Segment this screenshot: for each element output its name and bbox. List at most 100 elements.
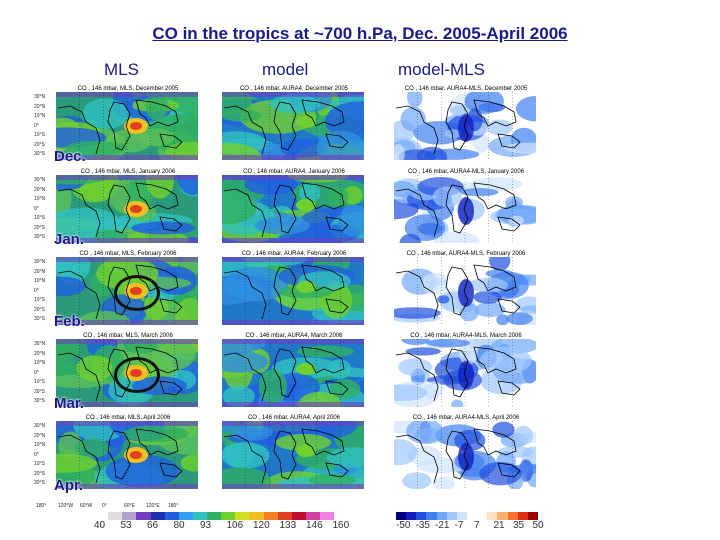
- colorbar-tick-label: 146: [306, 520, 323, 531]
- page-title: CO in the tropics at ~700 h.Pa, Dec. 200…: [152, 24, 568, 43]
- colorbar-tick-label: -50: [396, 520, 411, 531]
- latitude-label: 20°N: [34, 350, 46, 357]
- map-panel: [56, 421, 198, 489]
- colorbar-swatch: [164, 512, 179, 520]
- column-header-mls: MLS: [104, 60, 139, 79]
- latitude-label: 20°S: [34, 388, 45, 395]
- latitude-label: 10°S: [34, 215, 45, 221]
- latitude-label: 10°N: [34, 196, 46, 202]
- map-caption: CO , 146 mbar, MLS, April 2006: [85, 415, 171, 421]
- colorbar-swatch: [487, 512, 498, 520]
- map-caption: CO , 146 mbar, AURA4-MLS, February 2006: [406, 251, 526, 257]
- map-panel: [222, 421, 364, 489]
- map-caption: CO , 146 mbar, AURA4-MLS, December 2005: [404, 86, 528, 92]
- map-caption: CO , 146 mbar, AURA4-MLS, January 2006: [407, 169, 525, 175]
- latitude-label: 0°: [34, 205, 39, 212]
- latitude-label: 30°N: [34, 423, 46, 429]
- latitude-label: 10°S: [34, 297, 45, 303]
- latitude-label: 30°N: [34, 341, 46, 347]
- colorbar-swatch: [497, 512, 508, 520]
- colorbar-swatch: [305, 512, 320, 520]
- colorbar-tick-label: -21: [435, 520, 450, 531]
- latitude-label: 20°S: [34, 224, 45, 231]
- latitude-label: 10°S: [34, 461, 45, 467]
- map-panel: [222, 92, 364, 160]
- latitude-label: 20°S: [34, 306, 45, 313]
- map-caption: CO , 146 mbar, AURA4-MLS, March 2006: [410, 333, 522, 339]
- map-panel: [394, 339, 536, 407]
- colorbar-tick-label: 120: [253, 520, 270, 531]
- latitude-label: 0°: [34, 369, 39, 376]
- colorbar-tick-label: 93: [200, 520, 212, 531]
- latitude-label: 10°S: [34, 132, 45, 138]
- colorbar-tick-label: 7: [474, 520, 480, 531]
- colorbar-swatch: [436, 512, 447, 520]
- colorbar-swatch: [446, 512, 457, 520]
- map-panel: [394, 257, 536, 325]
- colorbar-tick-label: 40: [94, 520, 106, 531]
- column-header-model: model: [262, 60, 309, 79]
- colorbar-absolute: [94, 512, 335, 520]
- latitude-label: 10°N: [34, 360, 46, 366]
- colorbar-swatch: [249, 512, 264, 520]
- latitude-label: 30°S: [34, 316, 45, 322]
- colorbar-swatch: [235, 512, 250, 520]
- latitude-label: 0°: [34, 451, 39, 458]
- latitude-label: 30°S: [34, 151, 45, 157]
- colorbar-swatch: [136, 512, 151, 520]
- map-caption: CO , 146 mbar, AURA4, March 2006: [245, 333, 343, 339]
- latitude-label: 30°N: [34, 94, 46, 100]
- latitude-label: 30°N: [34, 259, 46, 265]
- colorbar-swatch: [192, 512, 207, 520]
- colorbar-swatch: [477, 512, 488, 520]
- highlight-circle-feb: [114, 275, 160, 311]
- latitude-label: 30°S: [34, 480, 45, 486]
- highlight-circle-mar: [114, 357, 160, 393]
- colorbar-tick-label: 133: [279, 520, 297, 531]
- colorbar-tick-label: 106: [226, 520, 244, 531]
- latitude-label: 20°N: [34, 103, 46, 110]
- colorbar-swatch: [456, 512, 467, 520]
- map-panel: [394, 421, 536, 489]
- map-caption: CO , 146 mbar, AURA4, April 2006: [247, 415, 341, 421]
- colorbar-tick-label: 80: [173, 520, 185, 531]
- latitude-label: 10°S: [34, 379, 45, 385]
- map-caption: CO , 146 mbar, AURA4, December 2005: [239, 86, 349, 92]
- map-panel: [222, 257, 364, 325]
- colorbar-swatch: [94, 512, 109, 520]
- colorbar-swatch: [517, 512, 528, 520]
- map-panel: [222, 175, 364, 243]
- colorbar-tick-label: 50: [532, 520, 544, 531]
- latitude-label: 10°N: [34, 113, 46, 119]
- month-label: Jan.: [54, 231, 85, 248]
- month-label: Feb.: [54, 313, 85, 330]
- colorbar-tick-label: 35: [513, 520, 525, 531]
- latitude-label: 20°N: [34, 268, 46, 275]
- colorbar-swatch: [108, 512, 123, 520]
- colorbar-tick-label: 21: [493, 520, 505, 531]
- latitude-label: 30°S: [34, 234, 45, 240]
- colorbar-swatch: [320, 512, 335, 520]
- month-label: Mar.: [54, 395, 85, 412]
- colorbar-swatch: [178, 512, 193, 520]
- latitude-label: 20°N: [34, 186, 46, 193]
- latitude-label: 30°N: [34, 177, 46, 183]
- latitude-label: 20°N: [34, 432, 46, 439]
- colorbar-swatch: [207, 512, 222, 520]
- colorbar-tick-label: 160: [332, 520, 350, 531]
- longitude-axis-labels: 180° 120°W 60°W 0° 60°E 120°E 180°: [36, 503, 179, 509]
- map-caption: CO , 146 mbar, MLS, December 2005: [77, 86, 179, 92]
- latitude-label: 30°S: [34, 398, 45, 404]
- colorbar-difference: [396, 512, 538, 520]
- colorbar-tick-label: 53: [120, 520, 132, 531]
- colorbar-swatch: [426, 512, 437, 520]
- map-caption: CO , 146 mbar, AURA4-MLS, April 2006: [412, 415, 520, 421]
- map-caption: CO , 146 mbar, AURA4, January 2006: [243, 169, 345, 175]
- latitude-label: 10°N: [34, 278, 46, 284]
- map-caption: CO , 146 mbar, AURA4, February 2006: [241, 251, 347, 257]
- map-caption: CO , 146 mbar, MLS, March 2006: [83, 333, 173, 339]
- colorbar-swatch: [466, 512, 478, 520]
- map-panel: [394, 175, 536, 243]
- month-label: Dec.: [54, 148, 86, 165]
- colorbar-swatch: [221, 512, 236, 520]
